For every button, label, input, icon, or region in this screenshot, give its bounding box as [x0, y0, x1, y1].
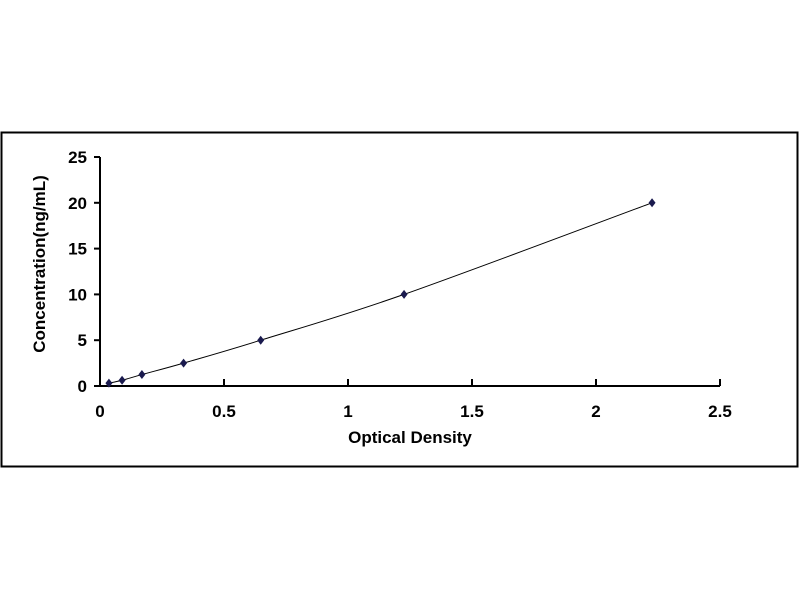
data-point — [257, 335, 265, 345]
x-tick-label: 2.5 — [708, 402, 732, 421]
y-tick-label: 5 — [78, 331, 87, 350]
y-tick-label: 20 — [68, 194, 87, 213]
y-axis-label: Concentration(ng/mL) — [30, 175, 49, 353]
data-point — [138, 370, 146, 380]
x-tick-label: 2 — [591, 402, 600, 421]
x-tick-label: 0.5 — [212, 402, 236, 421]
x-tick-label: 0 — [95, 402, 104, 421]
data-point — [118, 375, 126, 385]
data-point — [180, 358, 188, 368]
data-point — [648, 198, 656, 208]
data-point — [400, 289, 408, 299]
x-axis-label: Optical Density — [348, 428, 472, 447]
y-tick-label: 25 — [68, 148, 87, 167]
x-tick-label: 1 — [343, 402, 352, 421]
y-tick-label: 0 — [78, 377, 87, 396]
data-point — [105, 378, 113, 388]
chart-frame — [0, 131, 799, 468]
y-tick-label: 10 — [68, 285, 87, 304]
y-tick-label: 15 — [68, 240, 87, 259]
x-tick-label: 1.5 — [460, 402, 484, 421]
fit-curve — [108, 202, 653, 384]
